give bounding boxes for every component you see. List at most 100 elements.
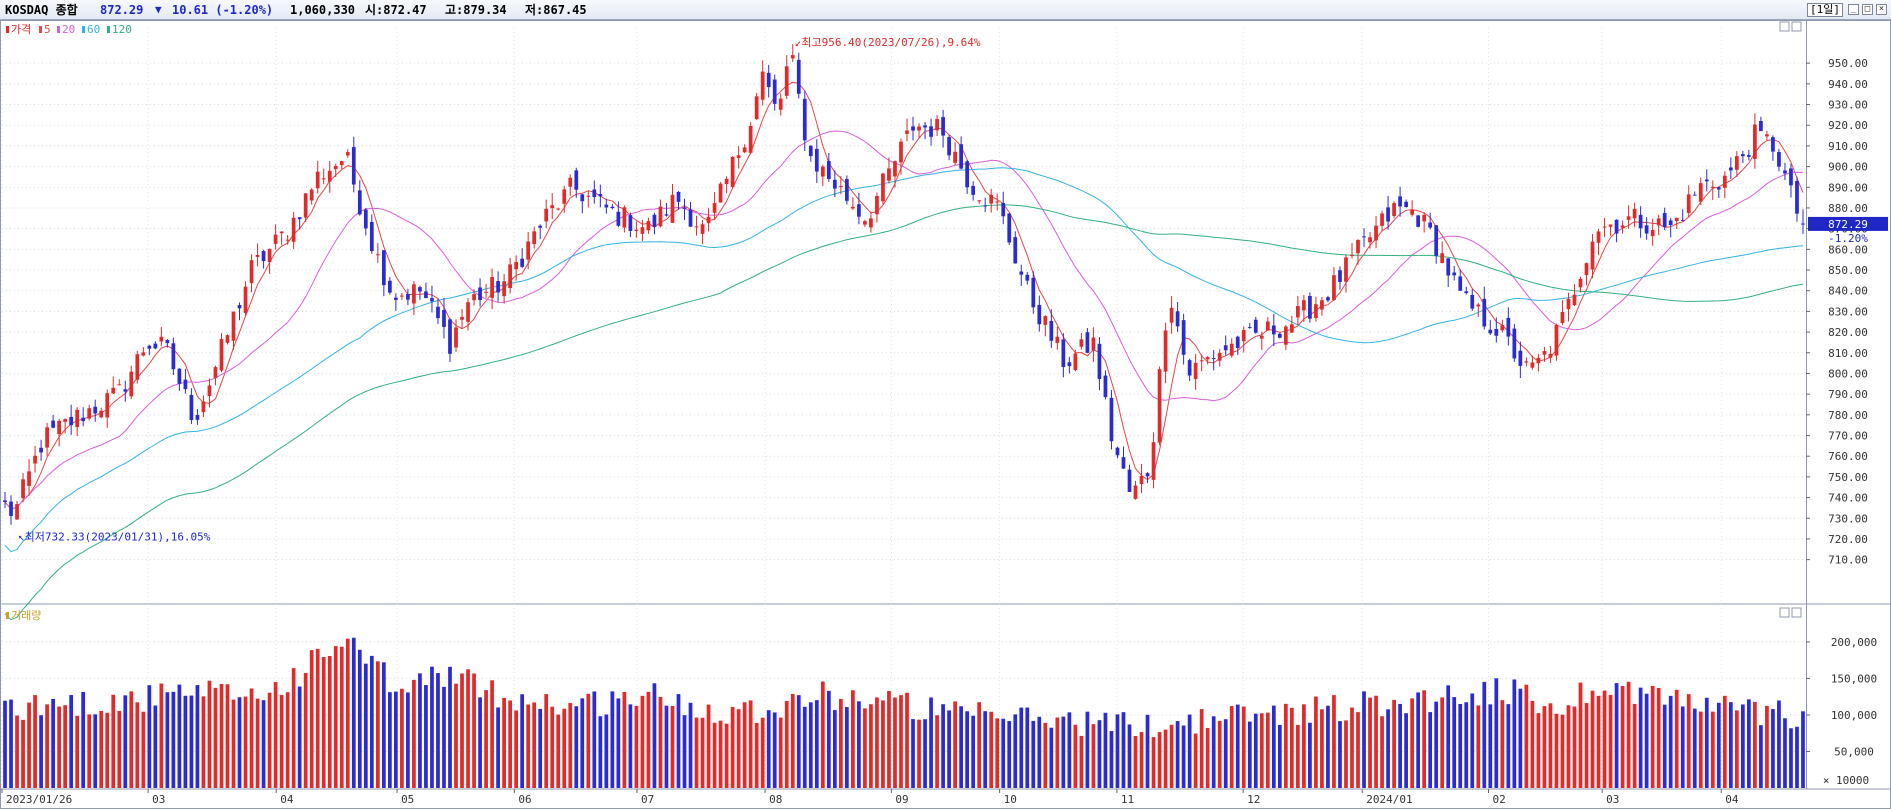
candle-body — [1753, 124, 1757, 159]
volume-close-icon[interactable] — [1791, 607, 1802, 618]
minimize-icon[interactable]: _ — [1848, 4, 1859, 15]
volume-bar — [3, 700, 7, 788]
volume-bar — [1362, 691, 1366, 788]
candle-body — [1530, 362, 1535, 368]
volume-bar — [375, 661, 380, 788]
candle-body — [291, 217, 296, 242]
volume-bar — [1193, 733, 1198, 788]
title-bar: KOSDAQ 종합 872.29 ▼ 10.61 (-1.20%) 1,060,… — [0, 0, 1891, 20]
candle-body — [502, 281, 506, 297]
candle-body — [129, 371, 134, 397]
date-tick-label: 2024/01 — [1366, 793, 1412, 806]
last-change-label: -1.20% — [1828, 232, 1868, 245]
volume-minimize-icon[interactable] — [1779, 607, 1790, 618]
volume-bar — [1596, 695, 1601, 788]
candle-body — [15, 504, 19, 520]
volume-bar — [1085, 711, 1090, 788]
legend-swatch — [57, 26, 60, 33]
candle-body — [183, 379, 188, 390]
volume-bar — [1043, 722, 1048, 788]
volume-bar — [1289, 707, 1294, 788]
candle-body — [881, 173, 885, 202]
volume-tick-label: 150,000 — [1831, 672, 1877, 685]
candle-body — [1308, 295, 1312, 319]
candle-body — [538, 225, 543, 228]
volume-bar — [1392, 699, 1396, 788]
volume-bar — [261, 700, 266, 788]
volume-bar — [923, 719, 927, 788]
candle-body — [736, 155, 741, 159]
price-legend: 가격 5 20 60 120 — [6, 23, 132, 36]
candle-body — [977, 200, 982, 202]
candle-body — [460, 316, 464, 320]
candle-body — [363, 209, 368, 229]
panel-close-icon[interactable] — [1791, 21, 1802, 32]
volume-bar — [153, 705, 158, 788]
volume-bar — [394, 691, 398, 788]
volume-bar — [712, 722, 717, 788]
candle-body — [1001, 203, 1006, 217]
volume-bar — [1662, 704, 1667, 788]
candle-body — [1193, 362, 1198, 379]
close-icon[interactable]: × — [1876, 4, 1887, 15]
candle-body — [141, 352, 146, 356]
candle-body — [1037, 304, 1042, 325]
candle-body — [1626, 216, 1631, 220]
candle-body — [1722, 175, 1727, 188]
candle-body — [730, 156, 735, 187]
volume-bar — [1740, 704, 1745, 788]
volume-bar — [1380, 716, 1384, 788]
volume-bar — [959, 706, 963, 788]
volume-bar — [1464, 702, 1469, 788]
candle-body — [1097, 343, 1102, 379]
maximize-icon[interactable]: □ — [1862, 4, 1873, 15]
volume-bar — [33, 695, 37, 788]
candle-body — [1163, 330, 1168, 372]
candle-body — [1747, 155, 1751, 157]
period-selector[interactable]: [1일] — [1807, 3, 1843, 17]
candle-body — [1211, 358, 1216, 360]
candle-body — [1692, 194, 1697, 196]
panel-minimize-icon[interactable] — [1779, 21, 1790, 32]
volume-bar — [574, 706, 579, 788]
volume-bar — [1277, 724, 1282, 788]
volume-bar — [123, 695, 128, 788]
price-tick-label: 910.00 — [1828, 140, 1868, 153]
volume-bar — [177, 684, 182, 788]
volume-bar — [838, 698, 843, 788]
date-tick-label: 03 — [152, 793, 165, 806]
volume-bar — [1753, 701, 1757, 788]
legend-swatch — [107, 26, 110, 33]
candle-body — [225, 335, 230, 343]
volume-bar — [1344, 720, 1348, 788]
volume-bar — [562, 708, 567, 788]
volume-bar — [718, 720, 723, 788]
volume-bar — [983, 711, 988, 788]
volume-bar — [1181, 725, 1186, 788]
volume-bar — [586, 693, 591, 788]
candle-body — [123, 389, 128, 392]
volume-bar — [303, 672, 308, 788]
date-tick-label: 08 — [769, 793, 782, 806]
volume-bar — [454, 683, 458, 788]
candle-body — [1247, 327, 1252, 329]
candle-body — [333, 165, 338, 170]
stock-chart[interactable]: 710.00 720.00 730.00 740.00 750.00 760.00 770.… — [0, 20, 1891, 810]
volume-bar — [1115, 714, 1120, 788]
date-tick-label: 10 — [1004, 793, 1017, 806]
candle-body — [27, 471, 31, 486]
legend-label: 60 — [87, 23, 100, 36]
volume-bar — [1374, 695, 1378, 788]
candle-body — [832, 179, 837, 189]
candle-body — [430, 298, 434, 302]
volume-bar — [1314, 696, 1318, 788]
candle-body — [1536, 357, 1541, 364]
candle-body — [351, 147, 356, 185]
candle-body — [1572, 294, 1577, 306]
candle-body — [1302, 300, 1306, 311]
volume-bar — [778, 717, 783, 788]
candle-body — [135, 354, 140, 380]
candle-body — [1518, 350, 1523, 366]
volume-bar — [135, 702, 140, 788]
volume-bar — [249, 688, 254, 788]
